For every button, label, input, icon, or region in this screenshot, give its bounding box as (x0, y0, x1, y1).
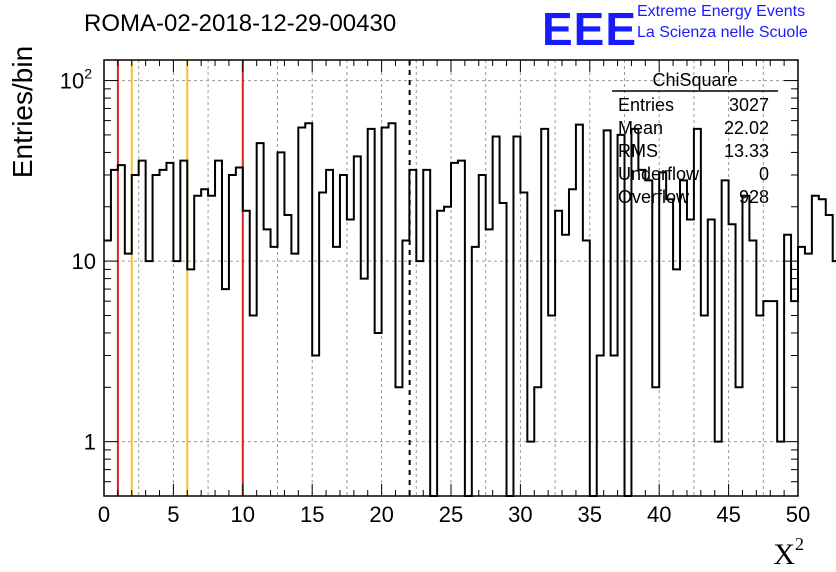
x-tick-label: 30 (508, 502, 532, 527)
y-tick-label: 10 (72, 249, 96, 274)
stats-label: RMS (618, 141, 658, 161)
stats-value: 22.02 (724, 118, 769, 138)
run-title: ROMA-02-2018-12-29-00430 (84, 10, 396, 38)
stats-label: Underflow (618, 164, 700, 184)
x-axis-label-sup: 2 (795, 534, 804, 554)
stats-value: 3027 (729, 95, 769, 115)
y-tick-label: 1 (84, 430, 96, 455)
x-axis: 0 5 10 15 20 25 30 35 40 45 50 (98, 60, 810, 527)
y-tick-label-base: 10 (60, 69, 84, 94)
x-tick-label: 35 (578, 502, 602, 527)
stats-value: 928 (739, 187, 769, 207)
stats-box: ChiSquare Entries 3027 Mean 22.02 RMS 13.33 Und… (612, 70, 778, 207)
x-tick-label: 10 (231, 502, 255, 527)
stats-label: Mean (618, 118, 663, 138)
stats-value: 0 (759, 164, 769, 184)
y-tick-label-exponent: 2 (84, 66, 92, 82)
grid (104, 60, 798, 496)
x-tick-label: 20 (369, 502, 393, 527)
y-tick-label: 102 (60, 66, 92, 94)
y-axis-label: Entries/bin (7, 46, 38, 178)
y-tick-label-base: 1 (84, 430, 96, 455)
y-tick-label-base: 10 (72, 249, 96, 274)
x-tick-label: 50 (786, 502, 810, 527)
eee-logo: EEE (542, 2, 637, 56)
x-tick-label: 45 (716, 502, 740, 527)
x-tick-label: 5 (167, 502, 179, 527)
histogram-outline (104, 123, 836, 496)
logo-subtitle-line2: La Scienza nelle Scuole (637, 24, 808, 42)
x-tick-label: 0 (98, 502, 110, 527)
logo-subtitle-line1: Extreme Energy Events (637, 3, 805, 21)
x-axis-label: X2 (773, 534, 804, 571)
stats-title: ChiSquare (652, 70, 737, 90)
x-tick-label: 40 (647, 502, 671, 527)
stats-value: 13.33 (724, 141, 769, 161)
histogram-chart: 0 5 10 15 20 25 30 35 40 45 50 110102 ChiSquareEnt… (0, 0, 836, 572)
stats-label: Entries (618, 95, 674, 115)
x-axis-label-base: X (773, 538, 795, 571)
x-tick-label: 25 (439, 502, 463, 527)
x-tick-label: 15 (300, 502, 324, 527)
stats-label: Overflow (618, 187, 690, 207)
